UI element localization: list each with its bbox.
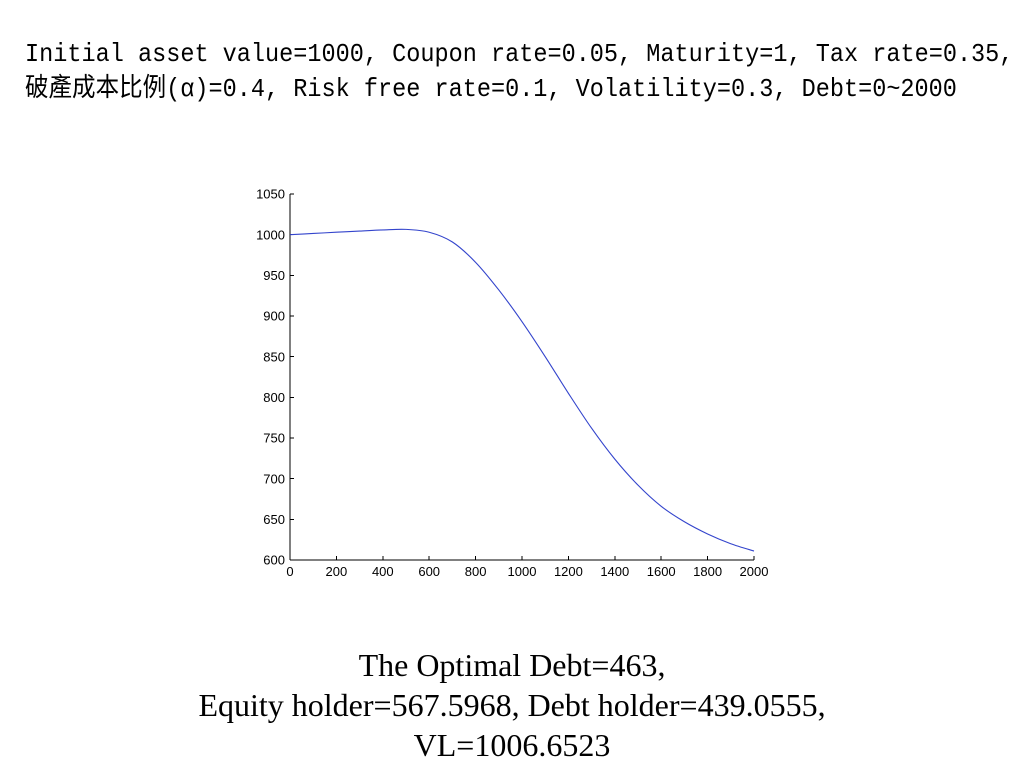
optimal-debt-line: The Optimal Debt=463, [358, 647, 666, 683]
holders-value-line: Equity holder=567.5968, Debt holder=439.… [198, 687, 826, 723]
x-tick-label: 1600 [647, 564, 676, 579]
parameters-header: Initial asset value=1000, Coupon rate=0.… [25, 37, 1020, 113]
x-tick-label: 1800 [693, 564, 722, 579]
parameters-line-1: Initial asset value=1000, Coupon rate=0.… [25, 39, 1014, 69]
parameters-text: Initial asset value=1000, Coupon rate=0.… [25, 37, 1014, 107]
x-tick-label: 1400 [600, 564, 629, 579]
vl-vs-debt-chart: 600 650 700 750 800 850 900 950 1000 1050 0 200 400 6… [240, 180, 790, 590]
y-tick-label: 700 [263, 471, 285, 486]
y-tick-label: 850 [263, 349, 285, 364]
y-tick-label: 900 [263, 309, 285, 324]
x-tick-label: 0 [286, 564, 293, 579]
x-tick-label: 200 [326, 564, 348, 579]
parameters-line-2: 破產成本比例(α)=0.4, Risk free rate=0.1, Volat… [25, 74, 957, 104]
x-tick-label: 400 [372, 564, 394, 579]
y-tick-label: 950 [263, 268, 285, 283]
results-block: The Optimal Debt=463, Equity holder=567.… [0, 645, 1024, 765]
chart-svg: 600 650 700 750 800 850 900 950 1000 1050 0 200 400 6… [256, 187, 769, 579]
y-tick-label: 600 [263, 553, 285, 568]
firm-value-line: VL=1006.6523 [413, 727, 611, 763]
y-tick-label: 800 [263, 390, 285, 405]
x-tick-label: 1200 [554, 564, 583, 579]
y-tick-label: 750 [263, 431, 285, 446]
x-tick-label: 2000 [740, 564, 769, 579]
x-tick-label: 800 [465, 564, 487, 579]
x-tick-label: 1000 [508, 564, 537, 579]
y-tick-label: 1000 [256, 227, 285, 242]
y-tick-label: 1050 [256, 187, 285, 202]
y-tick-label: 650 [263, 512, 285, 527]
series-line-1 [289, 228, 755, 552]
x-tick-label: 600 [418, 564, 440, 579]
